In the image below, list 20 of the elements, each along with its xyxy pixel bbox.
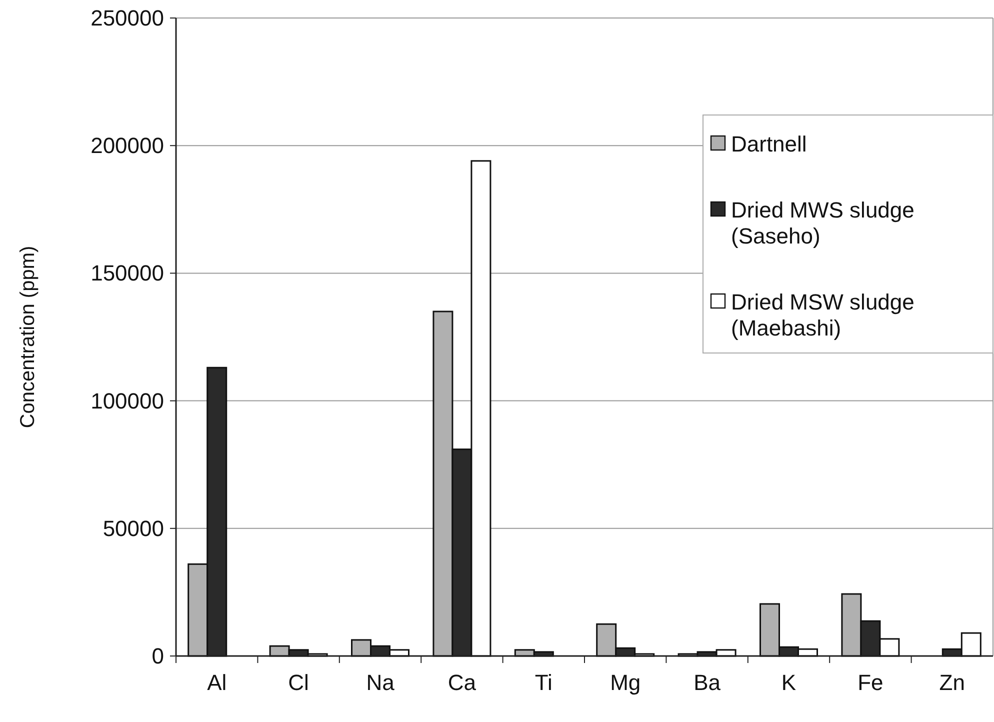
- x-tick-label: Na: [366, 670, 396, 695]
- y-axis-title: Concentration (ppm): [17, 246, 39, 428]
- y-tick-label: 200000: [90, 133, 164, 158]
- y-tick-label: 100000: [90, 388, 164, 414]
- y-tick-label: 250000: [90, 6, 164, 30]
- y-tick-label: 0: [152, 644, 164, 668]
- legend-label: Dartnell: [731, 132, 807, 157]
- y-tick-label: 50000: [102, 516, 164, 541]
- x-tick-label: Ba: [694, 670, 722, 695]
- x-tick-label: Al: [207, 670, 227, 695]
- legend-label: Dried MSW sludge (Maebashi): [731, 290, 914, 341]
- x-tick-label: Fe: [858, 670, 884, 695]
- x-tick-label: Ca: [448, 670, 477, 695]
- x-tick-label: Cl: [288, 670, 309, 695]
- x-tick-label: K: [781, 670, 796, 695]
- x-tick-label: Zn: [939, 670, 965, 695]
- y-tick-label: 150000: [90, 260, 164, 286]
- x-tick-label: Mg: [610, 670, 641, 695]
- x-tick-label: Ti: [534, 670, 552, 695]
- legend-label: Dried MWS sludge (Saseho): [731, 198, 914, 249]
